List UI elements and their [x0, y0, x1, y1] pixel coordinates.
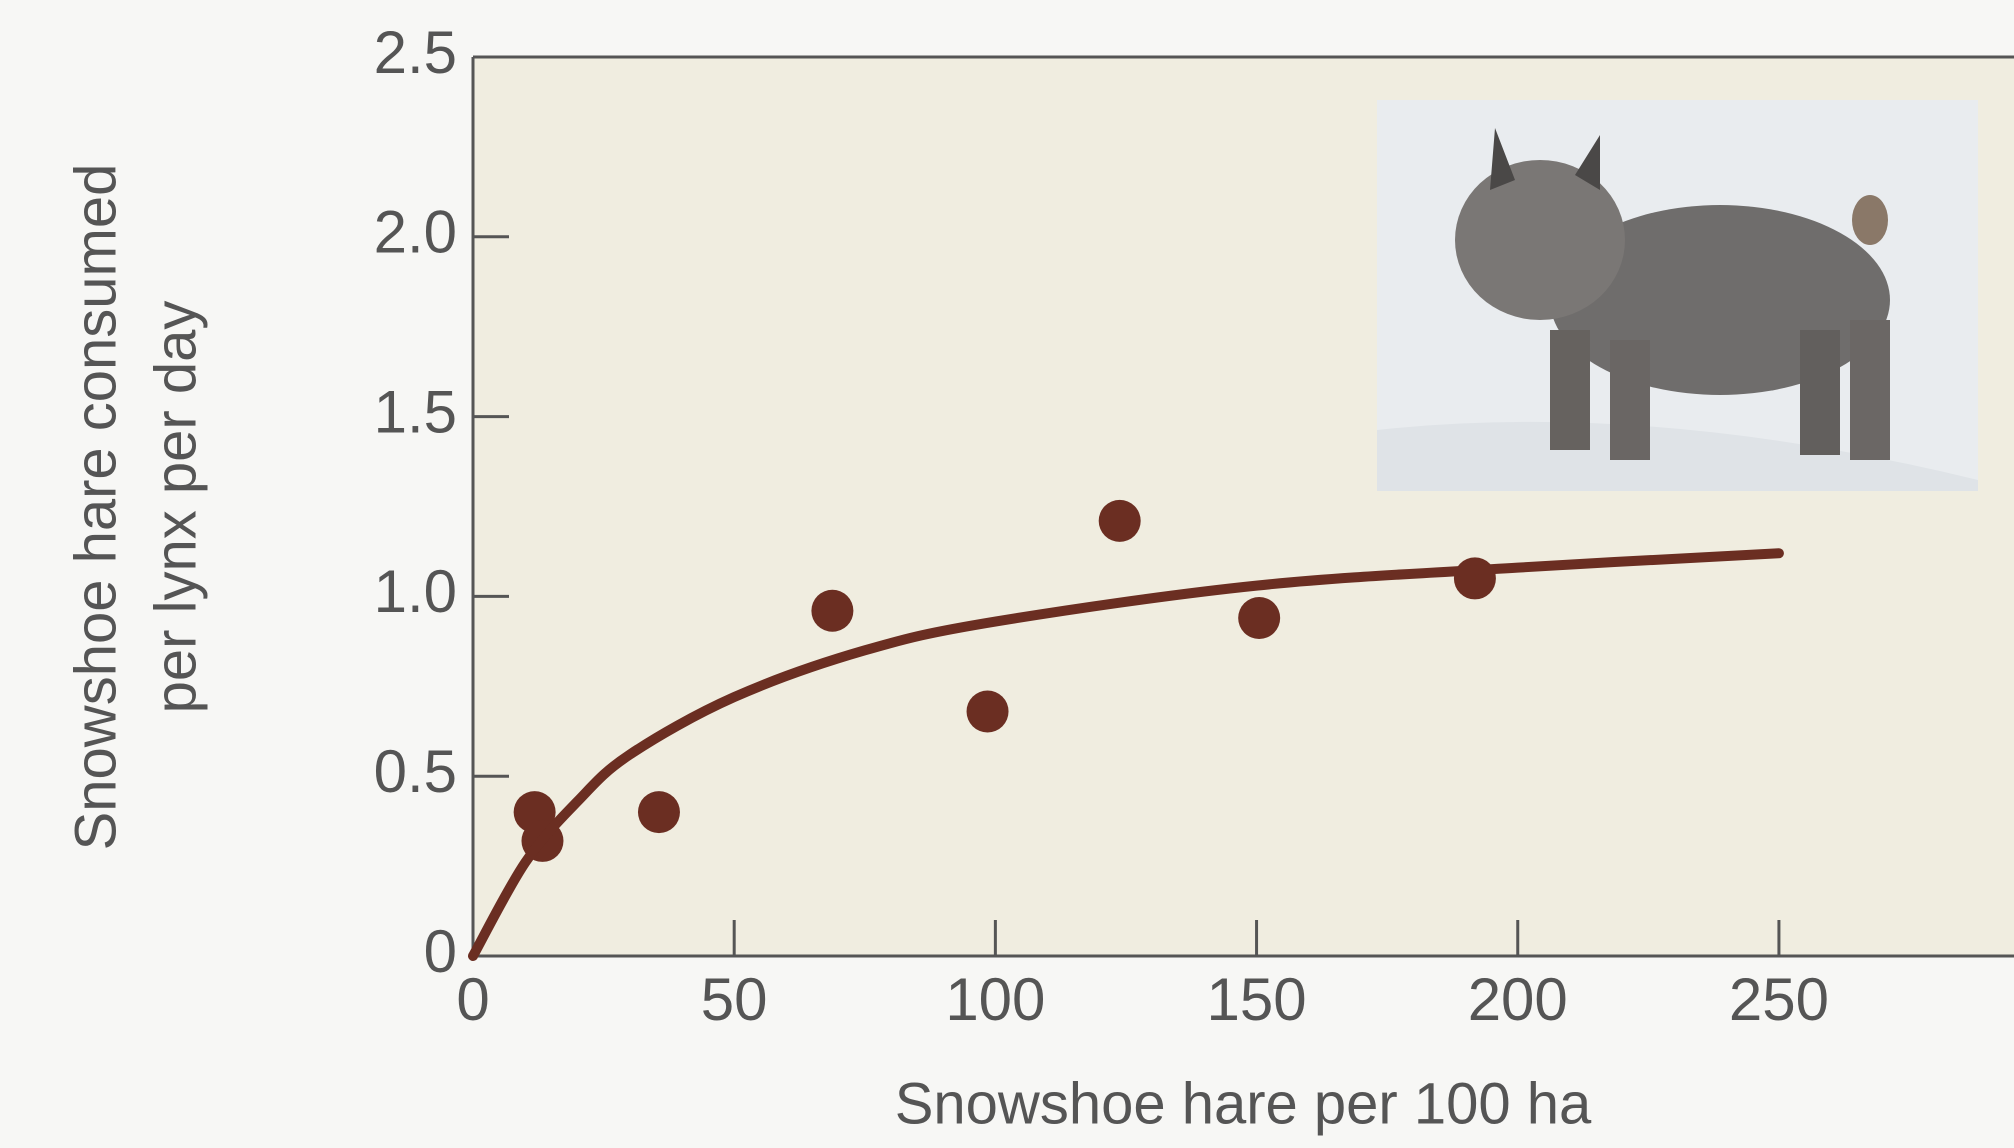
- y-tick-label: 0.5: [374, 738, 457, 805]
- x-tick-label: 150: [1207, 966, 1307, 1033]
- x-tick-label: 250: [1729, 966, 1829, 1033]
- y-tick-label: 1.0: [374, 558, 457, 625]
- x-axis-title: Snowshoe hare per 100 ha: [895, 1071, 1592, 1136]
- x-tick-label: 100: [945, 966, 1045, 1033]
- fit-curve: [468, 548, 1784, 961]
- data-point: [811, 589, 854, 632]
- y-tick-label: 2.0: [374, 199, 457, 266]
- y-tick-label: 0: [424, 918, 457, 985]
- data-point: [1098, 499, 1141, 542]
- x-tick-label: 200: [1468, 966, 1568, 1033]
- y-tick-label: 2.5: [374, 19, 457, 86]
- x-tick-label: 50: [701, 966, 768, 1033]
- y-axis-title: per lynx per day: [143, 301, 208, 714]
- lynx-photo: [1377, 100, 1978, 491]
- y-tick-label: 1.5: [374, 378, 457, 445]
- data-point: [1453, 557, 1496, 600]
- data-point: [637, 791, 680, 834]
- x-tick-label: 0: [456, 966, 489, 1033]
- y-axis-title: Snowshoe hare consumed: [63, 164, 128, 851]
- data-point: [966, 690, 1009, 733]
- data-point: [1238, 596, 1281, 639]
